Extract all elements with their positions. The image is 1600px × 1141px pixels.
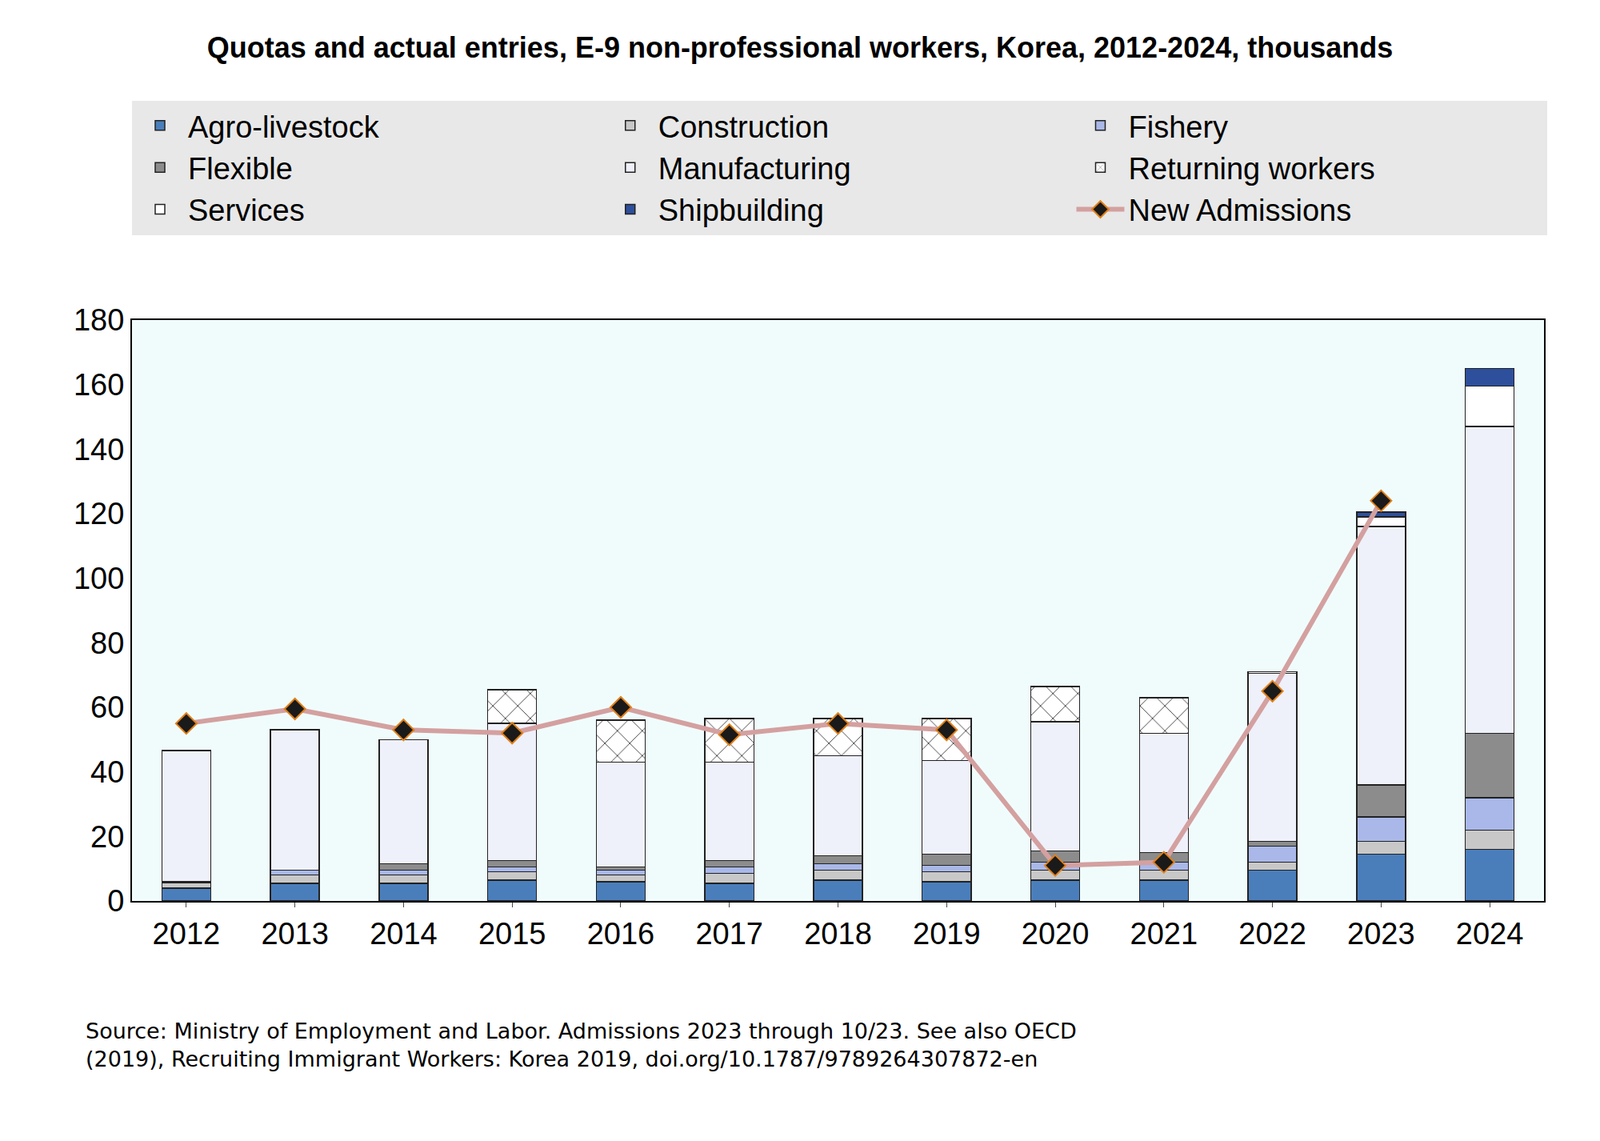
- svg-text:New Admissions: New Admissions: [1128, 193, 1352, 228]
- svg-text:2014: 2014: [369, 916, 438, 951]
- svg-text:Agro-livestock: Agro-livestock: [188, 110, 380, 144]
- svg-text:80: 80: [90, 626, 124, 660]
- svg-text:Returning workers: Returning workers: [1128, 152, 1375, 186]
- svg-text:0: 0: [107, 884, 124, 918]
- svg-text:Shipbuilding: Shipbuilding: [658, 193, 824, 228]
- svg-text:160: 160: [73, 368, 124, 402]
- svg-text:140: 140: [73, 432, 124, 467]
- svg-text:2023: 2023: [1347, 916, 1416, 951]
- svg-text:20: 20: [90, 820, 124, 854]
- svg-text:Construction: Construction: [658, 110, 829, 144]
- svg-text:2024: 2024: [1456, 916, 1524, 951]
- svg-text:100: 100: [73, 561, 124, 596]
- svg-text:Manufacturing: Manufacturing: [658, 152, 852, 186]
- svg-text:2016: 2016: [587, 916, 656, 951]
- svg-text:Fishery: Fishery: [1128, 110, 1228, 144]
- svg-text:180: 180: [73, 303, 124, 337]
- svg-text:2013: 2013: [260, 916, 329, 951]
- svg-text:2015: 2015: [478, 916, 547, 951]
- svg-text:Flexible: Flexible: [188, 152, 293, 186]
- svg-text:Source: Ministry of Employment: Source: Ministry of Employment and Labor…: [85, 1018, 1077, 1072]
- svg-text:60: 60: [90, 690, 124, 724]
- svg-text:2022: 2022: [1238, 916, 1307, 951]
- svg-text:2012: 2012: [152, 916, 221, 951]
- svg-text:2017: 2017: [695, 916, 764, 951]
- svg-text:2018: 2018: [804, 916, 872, 951]
- svg-text:2020: 2020: [1021, 916, 1090, 951]
- svg-text:Quotas and actual entries, E-9: Quotas and actual entries, E-9 non-profe…: [207, 31, 1393, 64]
- svg-text:Services: Services: [188, 193, 305, 228]
- svg-text:120: 120: [73, 496, 124, 531]
- svg-text:2019: 2019: [912, 916, 981, 951]
- svg-text:2021: 2021: [1130, 916, 1199, 951]
- svg-text:40: 40: [90, 755, 124, 789]
